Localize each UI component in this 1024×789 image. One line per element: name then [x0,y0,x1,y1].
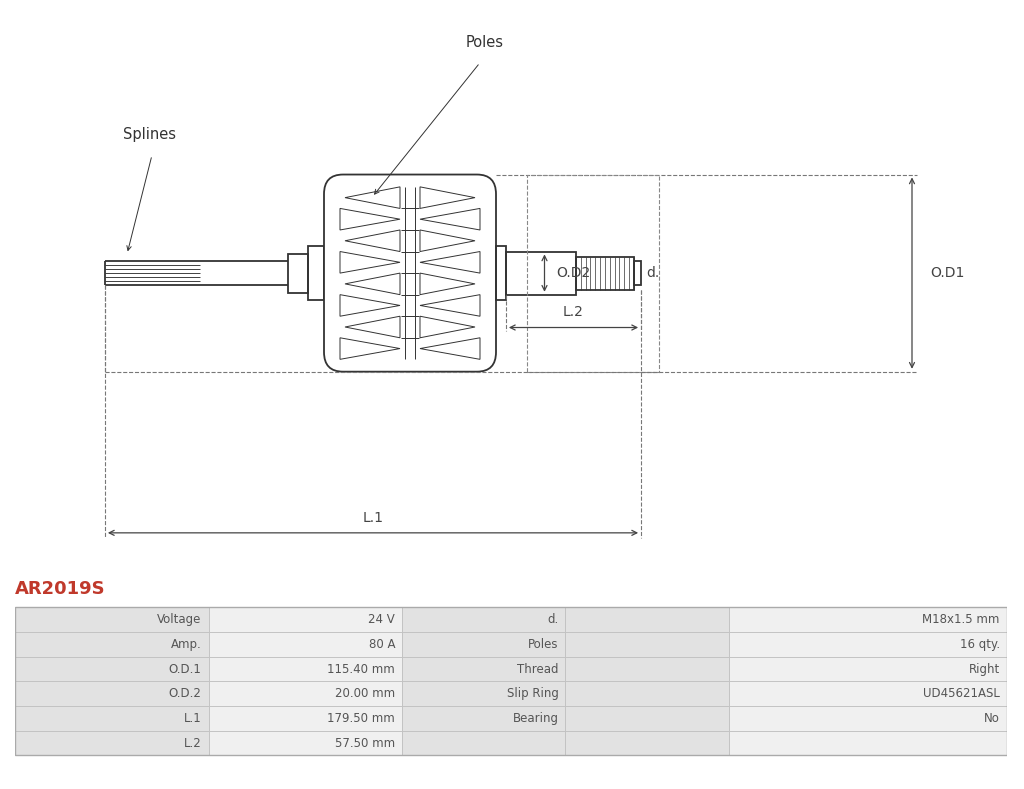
Bar [15,608,209,632]
Bar [402,608,565,632]
Text: Poles: Poles [466,35,504,50]
Text: 80 A: 80 A [369,638,395,651]
Bar [15,731,209,755]
Text: 57.50 mm: 57.50 mm [335,736,395,750]
Bar [729,632,1007,656]
Text: L.2: L.2 [563,305,584,320]
Bar [209,656,402,682]
Bar [565,632,729,656]
FancyBboxPatch shape [324,174,496,372]
Bar [506,252,575,294]
Bar [15,656,209,682]
Bar [402,706,565,731]
Text: Splines: Splines [124,127,176,142]
Bar [565,682,729,706]
Text: Amp.: Amp. [171,638,202,651]
Text: AR2019S: AR2019S [15,580,106,598]
Text: 24 V: 24 V [369,613,395,626]
Text: O.D1: O.D1 [930,266,965,280]
Bar [308,246,324,300]
Text: 20.00 mm: 20.00 mm [335,687,395,700]
Bar [209,706,402,731]
Bar [402,656,565,682]
Bar [209,731,402,755]
Bar [729,731,1007,755]
Bar [402,731,565,755]
Text: d.: d. [646,266,659,280]
Text: O.D.1: O.D.1 [169,663,202,675]
Text: Right: Right [969,663,999,675]
Bar [15,706,209,731]
Text: L.2: L.2 [184,736,202,750]
Bar [209,682,402,706]
Bar [15,682,209,706]
Bar [288,253,308,293]
Bar [209,632,402,656]
Bar [527,174,659,372]
Text: O.D.2: O.D.2 [169,687,202,700]
Bar [729,682,1007,706]
Bar [729,706,1007,731]
Text: M18x1.5 mm: M18x1.5 mm [923,613,999,626]
Text: No: No [984,712,999,725]
Bar [209,608,402,632]
Bar [565,656,729,682]
Text: L.1: L.1 [184,712,202,725]
Text: Slip Ring: Slip Ring [507,687,558,700]
Text: L.1: L.1 [362,510,384,525]
Bar [402,682,565,706]
Text: Thread: Thread [517,663,558,675]
Bar [565,731,729,755]
Text: d.: d. [547,613,558,626]
Bar [634,261,641,286]
Bar [729,608,1007,632]
Bar [565,608,729,632]
Bar [729,656,1007,682]
Text: O.D2: O.D2 [556,266,591,280]
Bar [15,632,209,656]
Text: Voltage: Voltage [158,613,202,626]
Text: 179.50 mm: 179.50 mm [328,712,395,725]
Text: Poles: Poles [528,638,558,651]
Bar [496,246,506,300]
Bar [15,608,1007,755]
Text: UD45621ASL: UD45621ASL [923,687,999,700]
Bar [402,632,565,656]
Text: 16 qty.: 16 qty. [959,638,999,651]
Text: 115.40 mm: 115.40 mm [328,663,395,675]
Text: Bearing: Bearing [513,712,558,725]
Bar [575,256,634,290]
Bar [565,706,729,731]
